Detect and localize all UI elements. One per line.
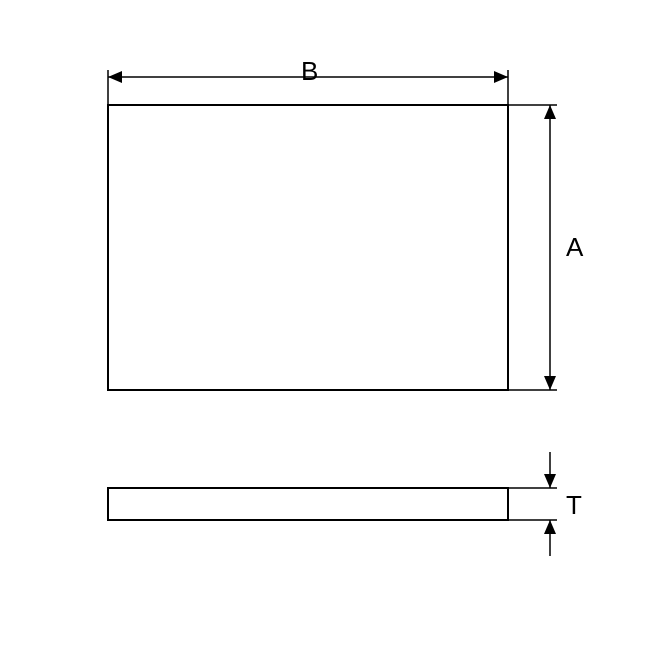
diagram-container: B A T — [0, 0, 670, 670]
label-b: B — [301, 56, 318, 87]
dimension-drawing — [0, 0, 670, 670]
dimension-t — [508, 452, 557, 556]
label-a: A — [566, 232, 583, 263]
front-view-rect — [108, 105, 508, 390]
label-t: T — [566, 490, 582, 521]
dimension-a — [508, 105, 557, 390]
side-view-rect — [108, 488, 508, 520]
